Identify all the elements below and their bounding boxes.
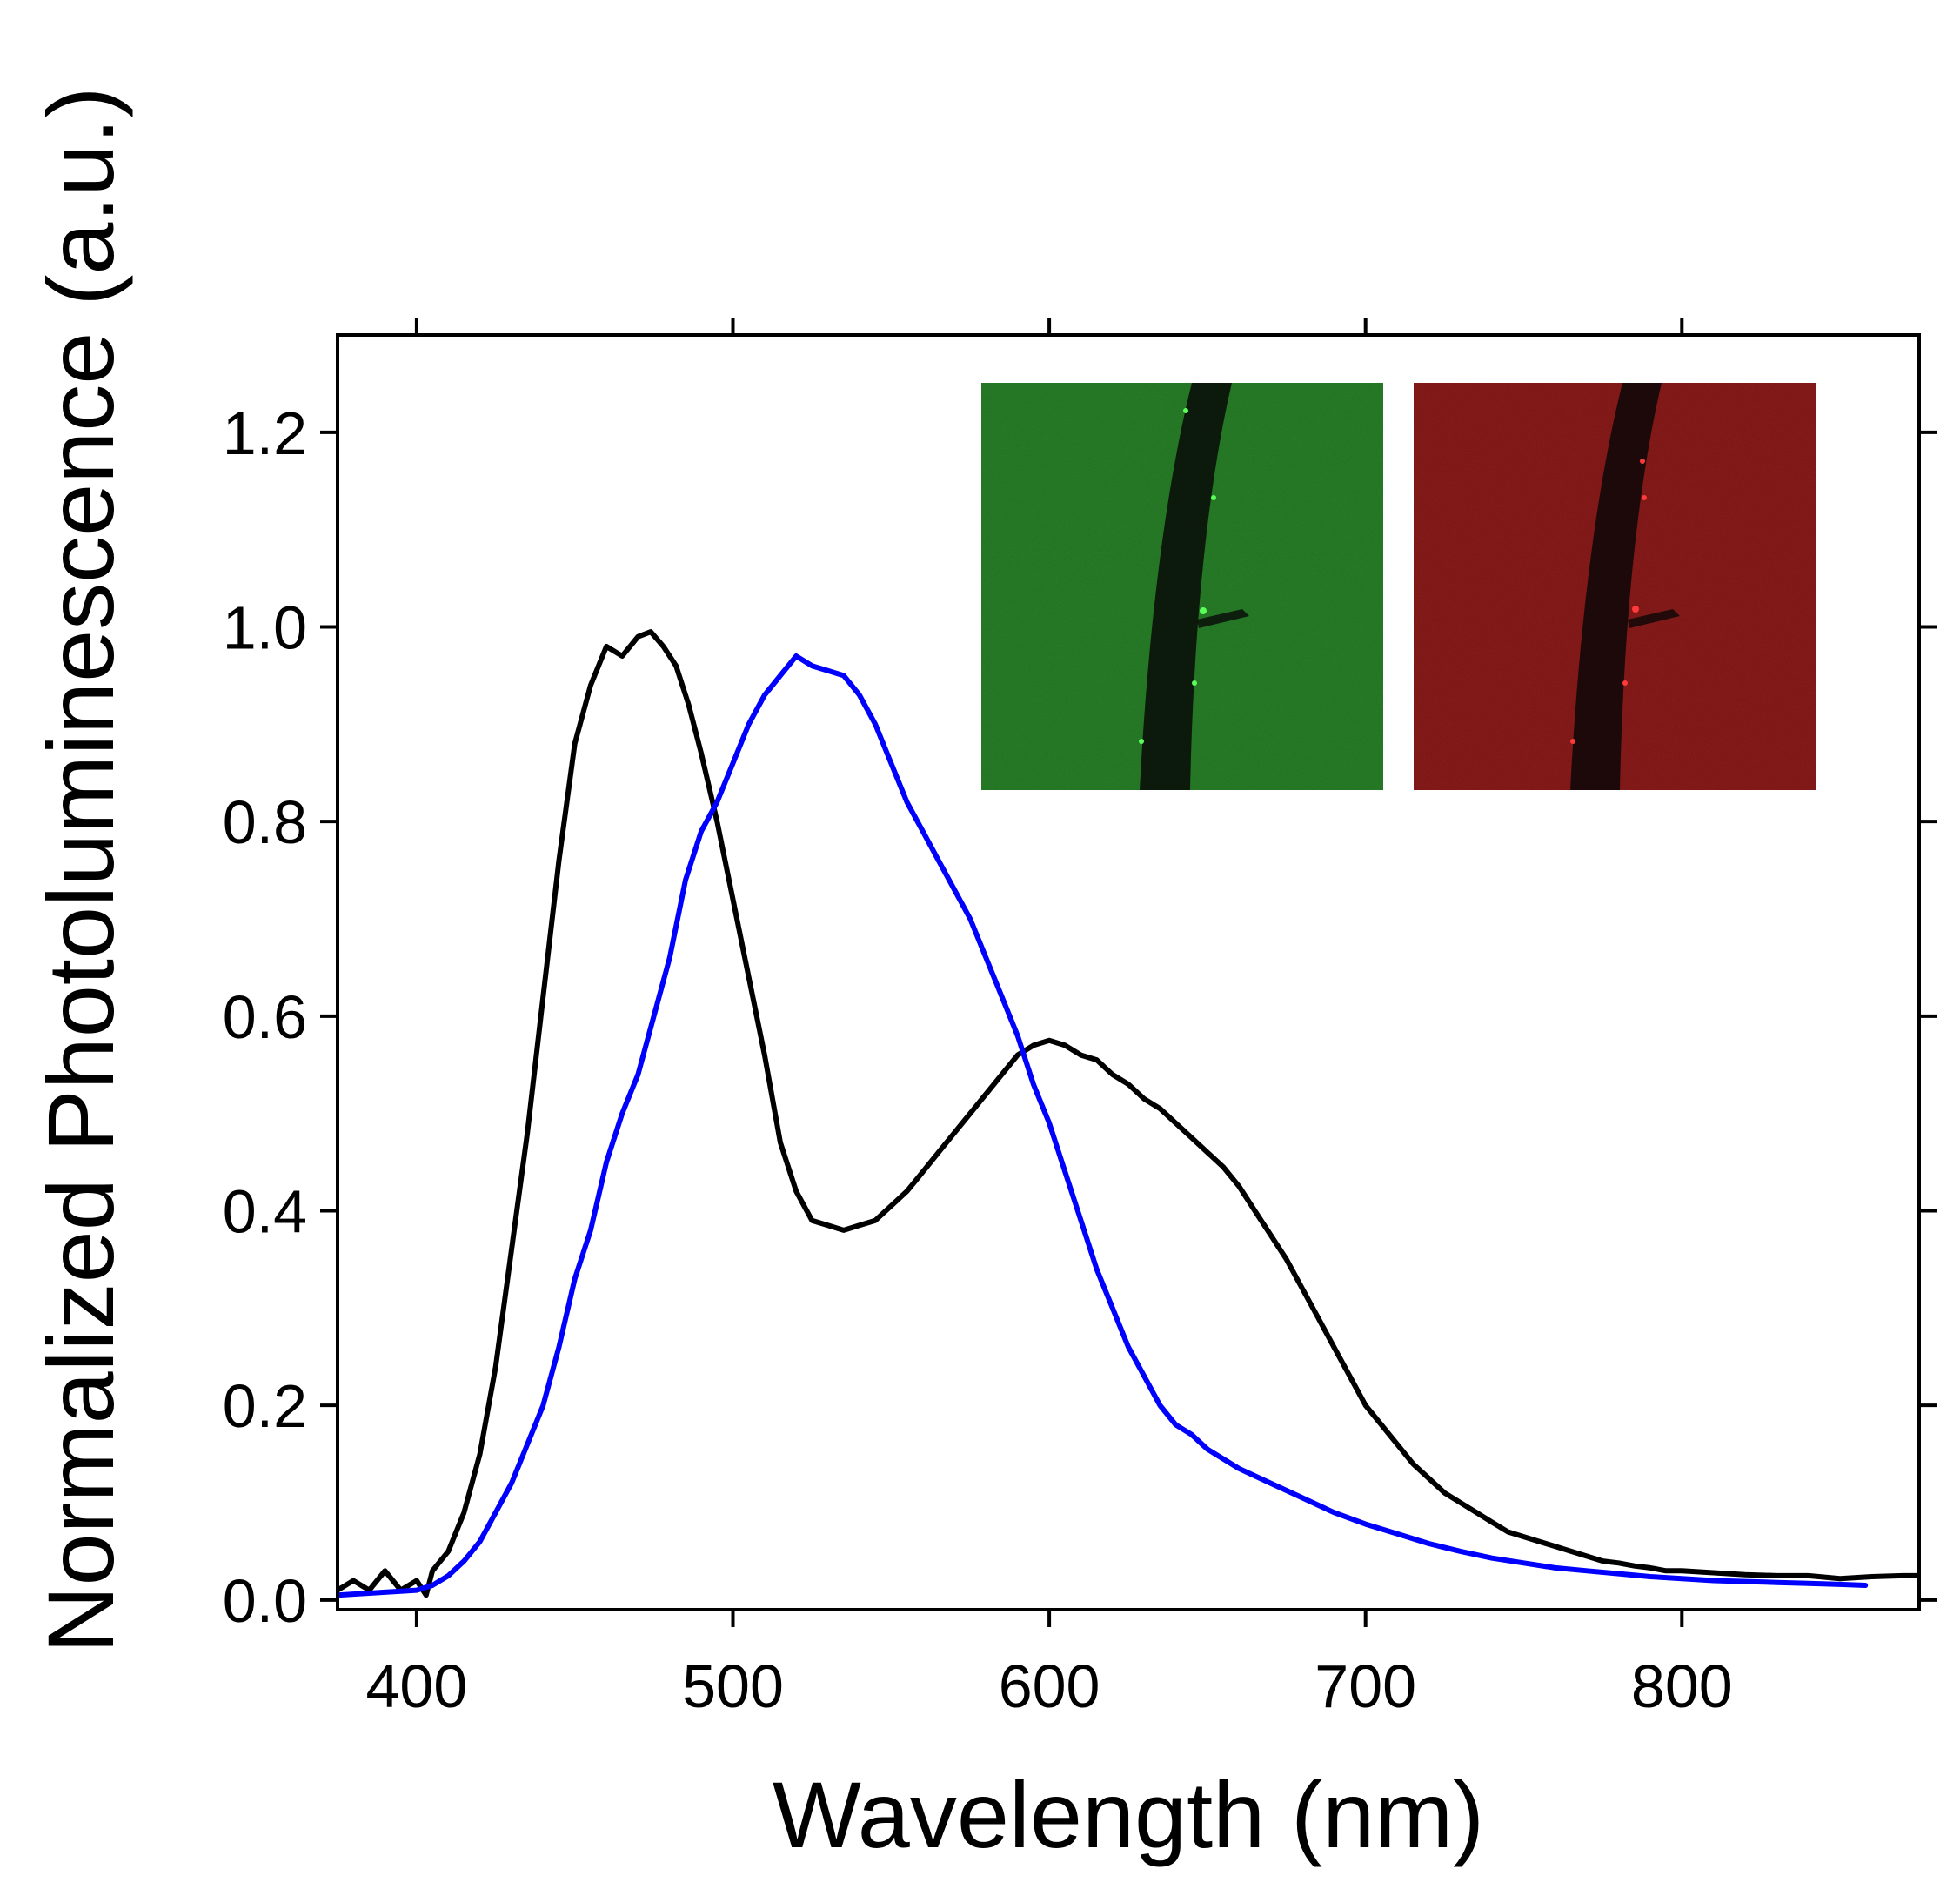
y-tick-label: 0.2 <box>223 1372 307 1440</box>
y-axis-title: Normalized Photoluminescence (a.u.) <box>28 87 133 1654</box>
x-tick-label: 500 <box>682 1652 784 1720</box>
series-line-1 <box>338 629 1919 1598</box>
y-tick-label: 0.0 <box>223 1567 307 1635</box>
series-line-2 <box>338 653 1869 1598</box>
y-tick-label: 1.2 <box>223 399 307 467</box>
plot-frame <box>336 333 1921 1611</box>
y-tick-label: 0.4 <box>223 1177 307 1245</box>
inset-image-red <box>1414 383 1816 790</box>
series-layer <box>338 629 1919 1598</box>
y-tick-label: 1.0 <box>223 593 307 661</box>
x-tick-label: 800 <box>1631 1652 1733 1720</box>
y-tick-label: 0.8 <box>223 788 307 856</box>
x-tick-label: 600 <box>999 1652 1100 1720</box>
axes-layer: 400 500 600 700 800 0.0 0.2 0.4 0.6 0.8 1.0 1.2 <box>223 318 1937 1720</box>
inset-image-green <box>981 383 1383 790</box>
x-tick-label: 700 <box>1314 1652 1416 1720</box>
x-axis-title: Wavelength (nm) <box>773 1762 1484 1867</box>
y-tick-label: 0.6 <box>223 983 307 1051</box>
x-tick-label: 400 <box>366 1652 468 1720</box>
